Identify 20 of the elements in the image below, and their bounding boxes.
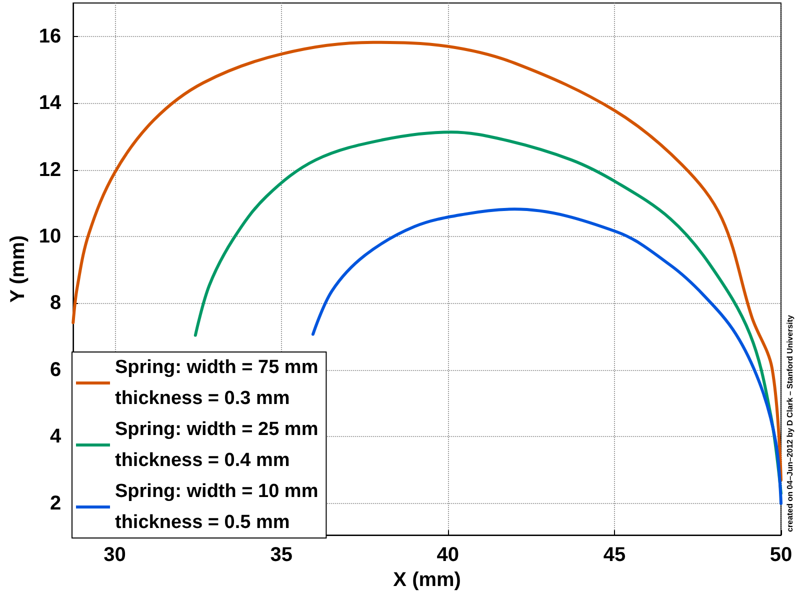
x-tick-label: 30 xyxy=(104,544,126,566)
y-tick-label: 2 xyxy=(50,492,62,514)
y-tick-label: 8 xyxy=(50,292,62,314)
y-tick-label: 6 xyxy=(50,358,62,381)
y-tick-label: 14 xyxy=(38,92,62,114)
legend-label: Spring: width = 25 mm thickness = 0.4 mm xyxy=(115,419,318,471)
x-tick-label: 40 xyxy=(436,544,460,566)
legend-label: Spring: width = 75 mm thickness = 0.3 mm xyxy=(115,357,318,409)
x-axis-title: X (mm) xyxy=(393,569,461,591)
y-axis-title: Y (mm) xyxy=(7,235,29,303)
x-tick-label: 35 xyxy=(270,544,292,566)
line-series xyxy=(72,40,782,482)
x-tick-label: 50 xyxy=(770,544,792,566)
y-tick-label: 10 xyxy=(38,226,62,248)
legend-label: Spring: width = 10 mm thickness = 0.5 mm xyxy=(115,481,318,533)
y-tick-label: 4 xyxy=(50,426,62,448)
y-tick-label: 12 xyxy=(38,158,62,181)
text: created on 04–Jun–2012 by D Clark – Stanford University xyxy=(786,314,794,532)
y-tick-label: 16 xyxy=(38,25,62,48)
x-tick-label: 45 xyxy=(603,544,626,566)
